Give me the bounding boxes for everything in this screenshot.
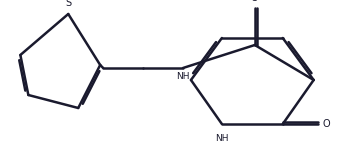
- Text: NH: NH: [215, 134, 229, 143]
- Text: O: O: [251, 0, 259, 3]
- Text: NH: NH: [176, 72, 190, 80]
- Text: O: O: [323, 119, 331, 129]
- Text: S: S: [65, 0, 71, 8]
